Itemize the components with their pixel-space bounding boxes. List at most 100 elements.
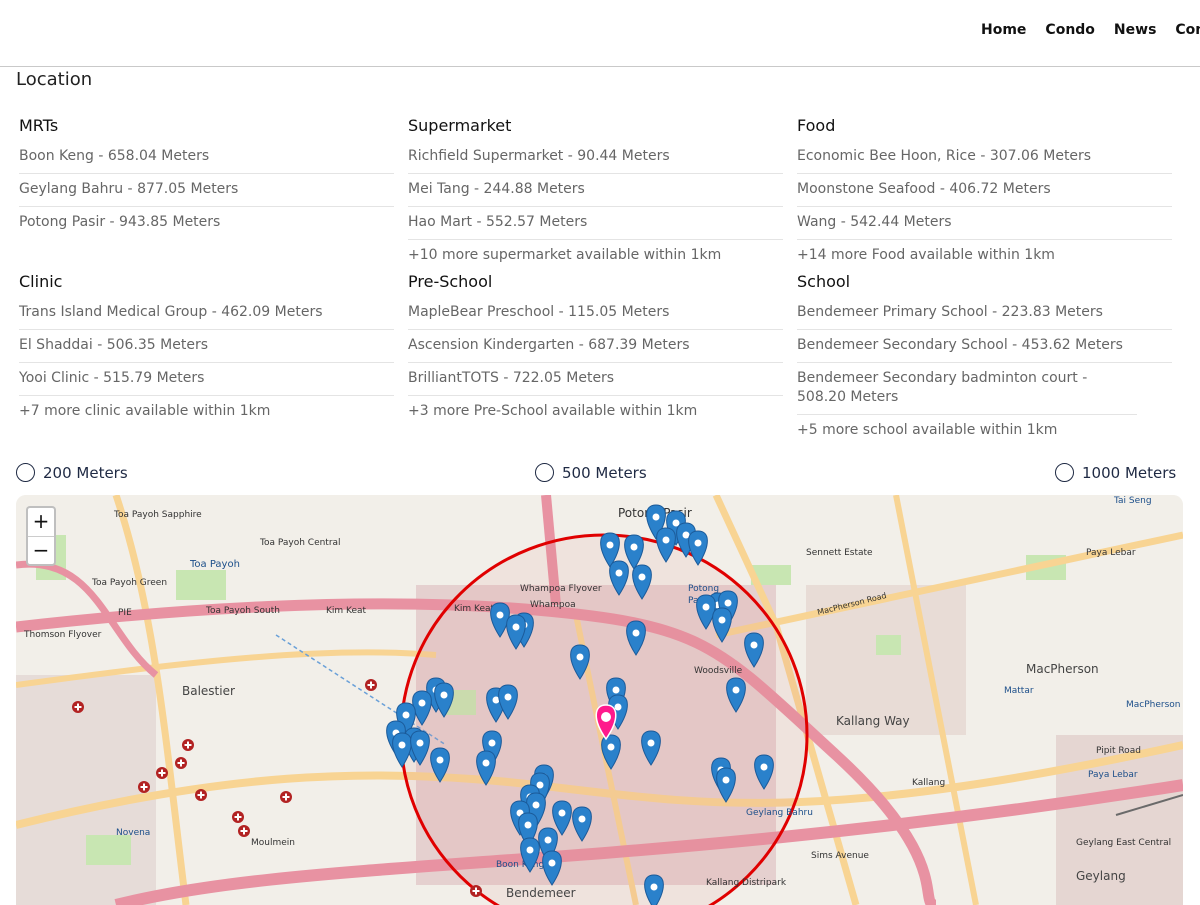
radius-500-option[interactable]: 500 Meters: [535, 463, 647, 482]
food-item: Economic Bee Hoon, Rice - 307.06 Meters: [797, 141, 1172, 174]
radio-button-icon[interactable]: [16, 463, 35, 482]
map-label: Boon Keng: [496, 860, 544, 870]
amenity-marker-icon[interactable]: [476, 750, 496, 786]
amenity-marker-icon[interactable]: [601, 734, 621, 770]
amenity-marker-icon[interactable]: [412, 690, 432, 726]
school-list: School Bendemeer Primary School - 223.83…: [797, 267, 1172, 446]
clinic-more-link[interactable]: +7 more clinic available within 1km: [19, 403, 271, 419]
amenity-marker-icon[interactable]: [716, 767, 736, 803]
nav-home-link[interactable]: Home: [981, 22, 1027, 38]
amenity-marker-icon[interactable]: [434, 682, 454, 718]
amenity-marker-icon[interactable]: [430, 747, 450, 783]
amenity-marker-icon[interactable]: [754, 754, 774, 790]
map-label: Kallang Way: [836, 714, 910, 728]
map-label: Potong: [688, 584, 719, 594]
amenity-marker-icon[interactable]: [542, 850, 562, 886]
food-item: Wang - 542.44 Meters: [797, 207, 1172, 240]
supermarket-list: Supermarket Richfield Supermarket - 90.4…: [408, 111, 783, 271]
map-label: Woodsville: [694, 666, 743, 676]
map-zoom-control: + −: [26, 506, 56, 566]
radius-200-option[interactable]: 200 Meters: [16, 463, 128, 482]
food-more-link[interactable]: +14 more Food available within 1km: [797, 247, 1055, 263]
nav-contact-link[interactable]: Con: [1175, 22, 1200, 38]
amenity-marker-icon[interactable]: [572, 806, 592, 842]
map-label: Toa Payoh Sapphire: [113, 510, 202, 520]
mrt-item: Potong Pasir - 943.85 Meters: [19, 214, 221, 230]
clinic-item: Yooi Clinic - 515.79 Meters: [19, 363, 394, 396]
radius-1000-option[interactable]: 1000 Meters: [1055, 463, 1176, 482]
radio-button-icon[interactable]: [1055, 463, 1074, 482]
map-label: Sennett Estate: [806, 548, 873, 558]
map-label: Whampoa Flyover: [520, 584, 602, 594]
clinic-markers: [72, 679, 482, 897]
map-label: Mattar: [1004, 686, 1034, 696]
amenity-marker-icon[interactable]: [520, 837, 540, 873]
preschool-more-link[interactable]: +3 more Pre-School available within 1km: [408, 403, 698, 419]
map-label: Whampoa: [530, 600, 576, 610]
amenity-marker-icon[interactable]: [632, 564, 652, 600]
map-label: Geylang Bahru: [746, 808, 813, 818]
clinic-cross-icon: [72, 701, 84, 713]
map-label: Paya Lebar: [1086, 548, 1136, 558]
radius-label: 500 Meters: [562, 463, 647, 482]
food-item: Moonstone Seafood - 406.72 Meters: [797, 174, 1172, 207]
amenity-marker-icon[interactable]: [688, 530, 708, 566]
clinic-item: Trans Island Medical Group - 462.09 Mete…: [19, 297, 394, 330]
supermarket-item: Mei Tang - 244.88 Meters: [408, 174, 783, 207]
location-map[interactable]: Potong Pasir Potong Pasir Toa Payoh Toa …: [16, 495, 1183, 905]
map-label: Kallang Distripark: [706, 878, 787, 888]
radius-label: 1000 Meters: [1082, 463, 1177, 482]
map-label: Moulmein: [251, 838, 295, 848]
amenity-marker-icon[interactable]: [490, 602, 510, 638]
map-label: Sims Avenue: [811, 851, 869, 861]
preschool-item: MapleBear Preschool - 115.05 Meters: [408, 297, 783, 330]
map-label: Toa Payoh Central: [259, 538, 341, 548]
mrt-item: Geylang Bahru - 877.05 Meters: [19, 174, 394, 207]
zoom-out-button[interactable]: −: [28, 536, 54, 564]
amenity-marker-icon[interactable]: [570, 644, 590, 680]
map-label: Novena: [116, 828, 150, 838]
amenity-marker-icon[interactable]: [696, 594, 716, 630]
school-item: Bendemeer Secondary badminton court - 50…: [797, 363, 1137, 415]
amenity-marker-icon[interactable]: [506, 614, 526, 650]
preschool-heading: Pre-School: [408, 272, 493, 291]
amenity-marker-icon[interactable]: [609, 560, 629, 596]
amenity-marker-icon[interactable]: [410, 730, 430, 766]
preschool-item: BrilliantTOTS - 722.05 Meters: [408, 363, 783, 396]
map-label: Toa Payoh: [189, 559, 240, 570]
supermarket-item: Hao Mart - 552.57 Meters: [408, 207, 783, 240]
amenity-markers[interactable]: [386, 504, 774, 905]
map-label: MacPherson: [1126, 700, 1181, 710]
mrt-item: Boon Keng - 658.04 Meters: [19, 141, 394, 174]
zoom-in-button[interactable]: +: [32, 509, 50, 533]
school-item: Bendemeer Secondary School - 453.62 Mete…: [797, 330, 1172, 363]
map-label: Balestier: [182, 684, 235, 698]
school-more-link[interactable]: +5 more school available within 1km: [797, 422, 1058, 438]
amenity-marker-icon[interactable]: [726, 677, 746, 713]
amenity-marker-icon[interactable]: [712, 607, 732, 643]
property-location-marker[interactable]: [595, 704, 617, 741]
clinic-cross-icon: [195, 789, 207, 801]
amenity-marker-icon[interactable]: [641, 730, 661, 766]
amenity-marker-icon[interactable]: [644, 874, 664, 905]
amenity-marker-icon[interactable]: [552, 800, 572, 836]
clinic-cross-icon: [470, 885, 482, 897]
amenity-marker-icon[interactable]: [392, 732, 412, 768]
nav-news-link[interactable]: News: [1113, 22, 1157, 38]
amenity-marker-icon[interactable]: [744, 632, 764, 668]
clinic-item: El Shaddai - 506.35 Meters: [19, 330, 394, 363]
nav-condo-link[interactable]: Condo: [1045, 22, 1095, 38]
map-label: PIE: [118, 608, 132, 618]
clinic-cross-icon: [182, 739, 194, 751]
clinic-cross-icon: [156, 767, 168, 779]
amenity-marker-icon[interactable]: [498, 684, 518, 720]
clinic-cross-icon: [175, 757, 187, 769]
amenity-marker-icon[interactable]: [656, 527, 676, 563]
radio-button-icon[interactable]: [535, 463, 554, 482]
supermarket-more-link[interactable]: +10 more supermarket available within 1k…: [408, 247, 722, 263]
clinic-list: Clinic Trans Island Medical Group - 462.…: [19, 267, 394, 427]
school-item: Bendemeer Primary School - 223.83 Meters: [797, 297, 1172, 330]
map-label: Bendemeer: [506, 886, 576, 900]
map-canvas[interactable]: Potong Pasir Potong Pasir Toa Payoh Toa …: [16, 495, 1183, 905]
amenity-marker-icon[interactable]: [626, 620, 646, 656]
